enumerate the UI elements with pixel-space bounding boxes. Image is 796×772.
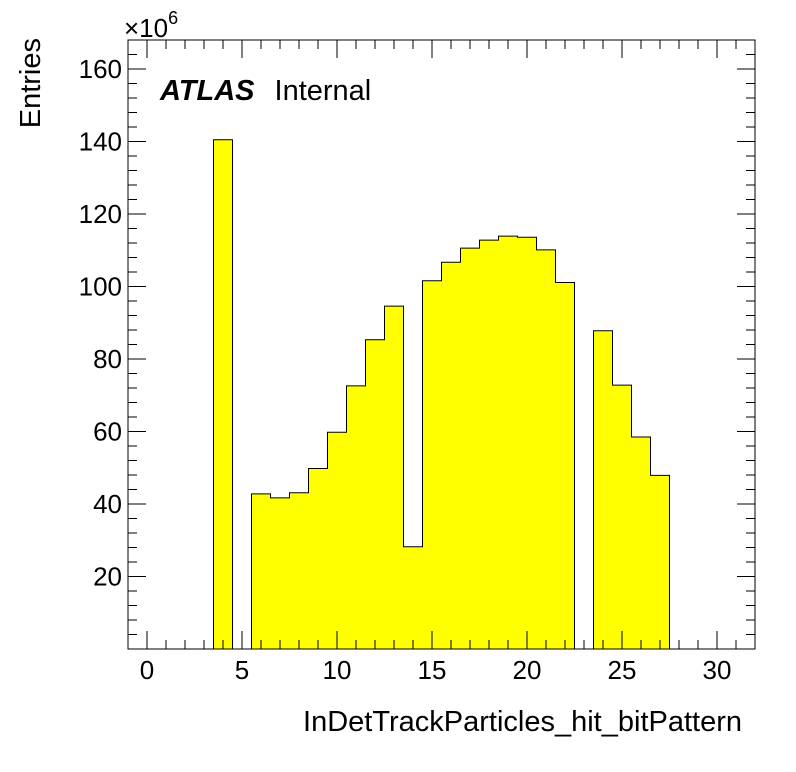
histogram-bin-14 [403, 546, 423, 649]
axis-ticks [127, 39, 756, 650]
histogram-bin-22 [555, 282, 575, 649]
histogram-bin-21 [536, 249, 556, 649]
y-tick-label: 60 [93, 417, 122, 447]
histogram-outline [213, 139, 670, 649]
atlas-label: ATLAS Internal [159, 75, 371, 107]
y-tick-label: 140 [79, 127, 122, 157]
histogram-bin-17 [460, 248, 480, 649]
y-multiplier: ×106 [124, 8, 178, 43]
y-tick-label: 20 [93, 562, 122, 592]
histogram-bin-25 [612, 385, 632, 649]
x-tick-label: 10 [323, 655, 352, 685]
y-tick-labels: 20 40 60 80 100 120 140 160 [79, 54, 122, 592]
histogram-bin-9 [308, 468, 328, 649]
x-tick-label: 5 [235, 655, 249, 685]
x-tick-label: 30 [703, 655, 732, 685]
histogram-bin-15 [422, 280, 442, 649]
histogram-bin-8 [289, 492, 309, 649]
histogram-bin-19 [498, 236, 518, 650]
histogram-bin-24 [593, 330, 613, 649]
histogram-bin-16 [441, 262, 461, 649]
histogram-bin-7 [270, 497, 290, 649]
histogram-bin-26 [631, 436, 651, 649]
histogram-bin-12 [365, 339, 385, 649]
x-tick-labels: 0 5 10 15 20 25 30 [140, 655, 732, 685]
x-tick-label: 0 [140, 655, 154, 685]
y-tick-label: 100 [79, 272, 122, 302]
y-tick-label: 160 [79, 54, 122, 84]
y-tick-label: 120 [79, 199, 122, 229]
x-tick-label: 15 [418, 655, 447, 685]
bars-layer [213, 139, 670, 650]
x-tick-label: 25 [608, 655, 637, 685]
histogram-bin-18 [479, 240, 499, 649]
y-axis-label: Entries [15, 38, 47, 128]
x-tick-label: 20 [513, 655, 542, 685]
histogram-bin-27 [650, 475, 670, 649]
histogram-bin-20 [517, 237, 537, 649]
x-axis-label: InDetTrackParticles_hit_bitPattern [303, 706, 742, 738]
histogram-bin-10 [327, 432, 347, 649]
histogram-bin-6 [251, 493, 271, 649]
histogram-bin-13 [384, 306, 404, 649]
histogram-bin-4 [213, 139, 233, 649]
y-tick-label: 40 [93, 489, 122, 519]
histogram-bin-11 [346, 385, 366, 649]
y-tick-label: 80 [93, 344, 122, 374]
